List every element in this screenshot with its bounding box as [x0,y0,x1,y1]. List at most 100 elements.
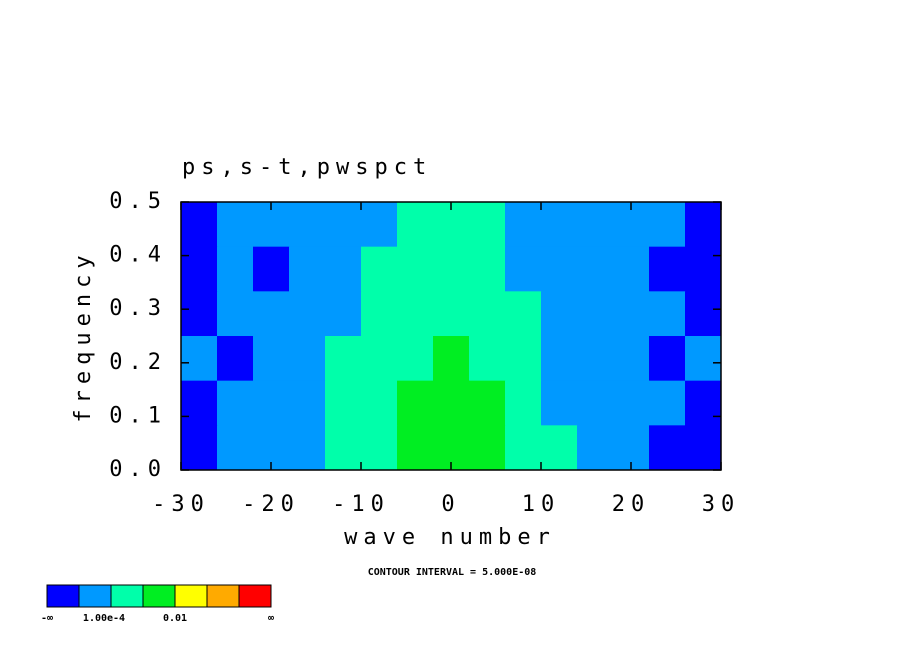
contour-cell [289,336,326,382]
contour-cell [649,336,686,382]
contour-cell [181,246,218,292]
colorbar-swatch [142,584,176,608]
contour-cell [325,380,362,426]
x-tick-label: 30 [702,492,741,517]
contour-cell [613,380,650,426]
y-tick-label: 0.1 [109,403,167,428]
contour-interval: CONTOUR INTERVAL = 5.000E-08 [368,567,537,578]
contour-cell [649,425,686,471]
colorbar-swatch [206,584,240,608]
contour-cell [217,380,254,426]
y-tick-label: 0.0 [109,457,167,482]
contour-cell [217,425,254,471]
contour-cell [433,336,470,382]
contour-cell [685,336,722,382]
colorbar-swatch [46,584,80,608]
contour-cell [613,246,650,292]
contour-cell [289,202,326,248]
x-tick-label: -30 [152,492,210,517]
contour-cell [289,425,326,471]
contour-cell [469,425,506,471]
contour-cell [433,380,470,426]
contour-cell [649,202,686,248]
contour-cell [433,246,470,292]
contour-cell [685,246,722,292]
contour-cell [505,202,542,248]
contour-cell [541,380,578,426]
contour-cell [577,291,614,337]
contour-cell [541,425,578,471]
contour-cell [361,336,398,382]
contour-cell [649,246,686,292]
contour-cell [253,246,290,292]
x-tick-label: 20 [612,492,651,517]
colorbar-swatch [78,584,112,608]
contour-cell [397,202,434,248]
contour-cell [397,246,434,292]
contour-cell [505,246,542,292]
contour-cell [577,246,614,292]
contour-cell [541,202,578,248]
contour-cell [325,425,362,471]
contour-cell [469,202,506,248]
contour-cell [433,291,470,337]
contour-cell [613,291,650,337]
contour-cell [181,291,218,337]
contour-cell [541,291,578,337]
y-tick-label: 0.3 [109,296,167,321]
x-tick-label: -20 [242,492,300,517]
contour-cell [253,336,290,382]
contour-cell [361,246,398,292]
contour-cell [181,380,218,426]
contour-cell [469,246,506,292]
contour-cell [217,246,254,292]
chart-title: ps,s-t,pwspct [182,155,432,180]
x-tick-label: 10 [522,492,561,517]
contour-cell [397,380,434,426]
contour-cell [325,336,362,382]
contour-cell [577,380,614,426]
colorbar-swatch [238,584,272,608]
plot-frame [180,201,722,471]
contour-cell [469,380,506,426]
y-tick-label: 0.5 [109,189,167,214]
contour-cell [577,336,614,382]
x-tick-label: 0 [441,492,460,517]
contour-cell [469,336,506,382]
contour-cell [613,336,650,382]
contour-cell [685,425,722,471]
contour-cell [577,202,614,248]
contour-cell [361,202,398,248]
colorbar-label: -∞ [41,613,53,624]
contour-cell [649,380,686,426]
contour-cell [325,202,362,248]
contour-cell [181,202,218,248]
colorbar-label: 0.01 [163,613,187,624]
contour-cell [217,202,254,248]
contour-cell [505,336,542,382]
contour-cell [469,291,506,337]
contour-cell [289,291,326,337]
contour-cell [289,380,326,426]
contour-cell [181,336,218,382]
contour-cell [541,336,578,382]
contour-cell [253,291,290,337]
contour-cell [217,336,254,382]
contour-cell [397,291,434,337]
contour-cell [505,291,542,337]
contour-cell [541,246,578,292]
contour-cell [505,425,542,471]
contour-field [181,202,722,471]
contour-cell [325,246,362,292]
contour-cell [505,380,542,426]
y-axis-label: frequency [71,249,96,422]
colorbar-swatch [174,584,208,608]
contour-cell [649,291,686,337]
contour-cell [181,425,218,471]
contour-cell [289,246,326,292]
contour-cell [325,291,362,337]
contour-cell [685,291,722,337]
x-tick-label: -10 [332,492,390,517]
